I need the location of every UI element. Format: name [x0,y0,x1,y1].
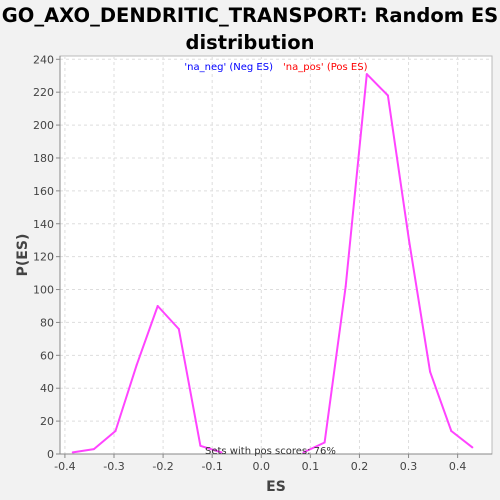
data-point-0-3 [135,364,138,367]
y-tick-label-10: 200 [33,119,54,132]
legend-entry-pos: 'na_pos' (Pos ES) [283,62,368,73]
data-point-0-0 [71,451,74,454]
data-point-0-2 [114,429,117,432]
y-tick-label-11: 220 [33,86,54,99]
y-tick-label-0: 0 [47,448,54,461]
data-point-1-2 [344,285,347,288]
chart-title-line-1: GO_AXO_DENDRITIC_TRANSPORT: Random ES [1,4,499,27]
y-tick-label-12: 240 [33,53,54,66]
y-tick-label-1: 20 [40,415,54,428]
y-tick-label-8: 160 [33,185,54,198]
data-point-0-4 [156,304,159,307]
chart-title: GO_AXO_DENDRITIC_TRANSPORT: Random ES di… [0,2,500,56]
data-point-1-7 [450,429,453,432]
x-tick-label-7: 0.3 [400,460,418,473]
y-tick-label-4: 80 [40,316,54,329]
y-tick-label-2: 40 [40,382,54,395]
x-axis-label: ES [266,479,286,495]
y-tick-label-9: 180 [33,152,54,165]
series-layer [71,73,474,454]
data-point-1-3 [365,73,368,76]
chart-title-line-2: distribution [185,31,315,54]
legend: 'na_neg' (Neg ES) 'na_pos' (Pos ES) [184,62,367,73]
grid-lines [60,56,492,455]
data-point-1-8 [471,446,474,449]
x-tick-label-3: -0.1 [201,460,222,473]
data-point-0-6 [199,444,202,447]
annotation-pos-scores: Sets with pos scores: 76% [205,446,336,457]
data-point-0-1 [92,448,95,451]
tick-marks: 0 20 40 60 80 100 120 140 160 180 200 220 240 -0.4 -0.… [33,53,466,473]
data-point-1-5 [408,239,411,242]
x-tick-label-1: -0.3 [103,460,124,473]
x-tick-label-8: 0.4 [449,460,467,473]
data-point-0-7 [220,451,223,454]
data-point-0-5 [177,328,180,331]
data-point-1-1 [323,441,326,444]
axes [59,56,492,455]
x-tick-label-4: 0.0 [253,460,271,473]
y-tick-label-6: 120 [33,251,54,264]
data-point-1-6 [429,370,432,373]
data-point-1-0 [302,451,305,454]
x-tick-label-6: 0.2 [351,460,369,473]
y-tick-label-5: 100 [33,284,54,297]
y-tick-label-7: 140 [33,218,54,231]
x-tick-label-0: -0.4 [54,460,75,473]
y-tick-label-3: 60 [40,349,54,362]
series-line-0 [72,305,222,454]
plot-area [59,55,493,455]
y-axis-label: P(ES) [15,234,31,277]
x-tick-label-2: -0.2 [152,460,173,473]
legend-entry-neg: 'na_neg' (Neg ES) [184,62,273,73]
data-point-1-4 [386,94,389,97]
x-tick-label-5: 0.1 [302,460,320,473]
